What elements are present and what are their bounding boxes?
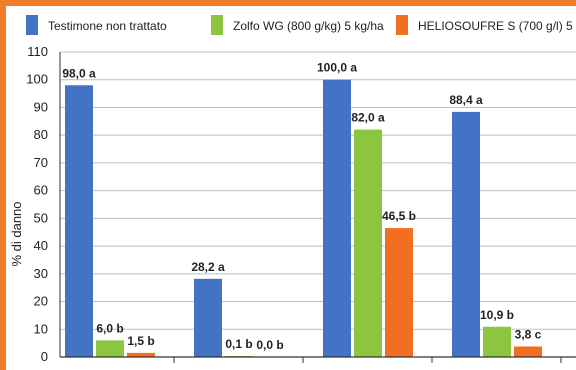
- y-axis-ticks: 0 10 20 30 40 50 60 70 80 90 100 110: [26, 44, 48, 364]
- bar: [483, 326, 511, 357]
- gridlines: [60, 51, 576, 358]
- bar: [323, 79, 351, 358]
- bar: [194, 278, 222, 357]
- bar: [385, 228, 413, 357]
- bar-value-label: 3,8 c: [515, 327, 542, 341]
- bar-value-label: 1,5 b: [127, 334, 154, 348]
- bar-value-label: 98,0 a: [62, 66, 96, 80]
- bar-value-label: 0,0 b: [256, 338, 283, 352]
- y-tick-label: 70: [34, 155, 48, 170]
- y-tick-label: 30: [34, 266, 48, 281]
- bar-value-label: 100,0 a: [317, 61, 357, 75]
- axes: [59, 52, 576, 363]
- y-tick-label: 80: [34, 127, 48, 142]
- y-axis-label: % di danno: [9, 201, 24, 266]
- bar: [96, 340, 124, 357]
- legend-label: Zolfo WG (800 g/kg) 5 kg/ha: [233, 19, 384, 33]
- bar-value-label: 10,9 b: [480, 308, 514, 322]
- bar-value-label: 88,4 a: [449, 93, 483, 107]
- bar-labels: 98,0 a 28,2 a 100,0 a 88,4 a 6,0 b 0,1 b 82,0 …: [62, 61, 541, 352]
- y-tick-label: 50: [34, 210, 48, 225]
- bars: [65, 79, 542, 358]
- y-tick-label: 10: [34, 321, 48, 336]
- bar: [127, 352, 155, 357]
- legend-swatch: [211, 15, 223, 35]
- y-tick-label: 60: [34, 183, 48, 198]
- y-tick-label: 90: [34, 99, 48, 114]
- y-tick-label: 100: [26, 72, 48, 87]
- legend-swatch: [26, 15, 38, 35]
- bar: [514, 346, 542, 357]
- legend-swatch: [396, 15, 408, 35]
- bar-value-label: 46,5 b: [382, 209, 416, 223]
- legend: Testimone non trattato Zolfo WG (800 g/kg…: [26, 15, 576, 35]
- bar: [65, 85, 93, 357]
- y-tick-label: 40: [34, 238, 48, 253]
- y-tick-label: 110: [27, 44, 48, 59]
- legend-label: HELIOSOUFRE S (700 g/l) 5 l/ha: [418, 19, 576, 33]
- bar-chart: Testimone non trattato Zolfo WG (800 g/kg…: [9, 15, 576, 364]
- bar: [354, 129, 382, 357]
- bar-value-label: 28,2 a: [191, 260, 225, 274]
- legend-label: Testimone non trattato: [48, 19, 167, 33]
- bar: [452, 111, 480, 358]
- bar-value-label: 6,0 b: [96, 321, 123, 335]
- bar-value-label: 82,0 a: [351, 111, 385, 125]
- y-tick-label: 20: [34, 294, 48, 309]
- y-tick-label: 0: [41, 349, 48, 364]
- bar-value-label: 0,1 b: [225, 337, 252, 351]
